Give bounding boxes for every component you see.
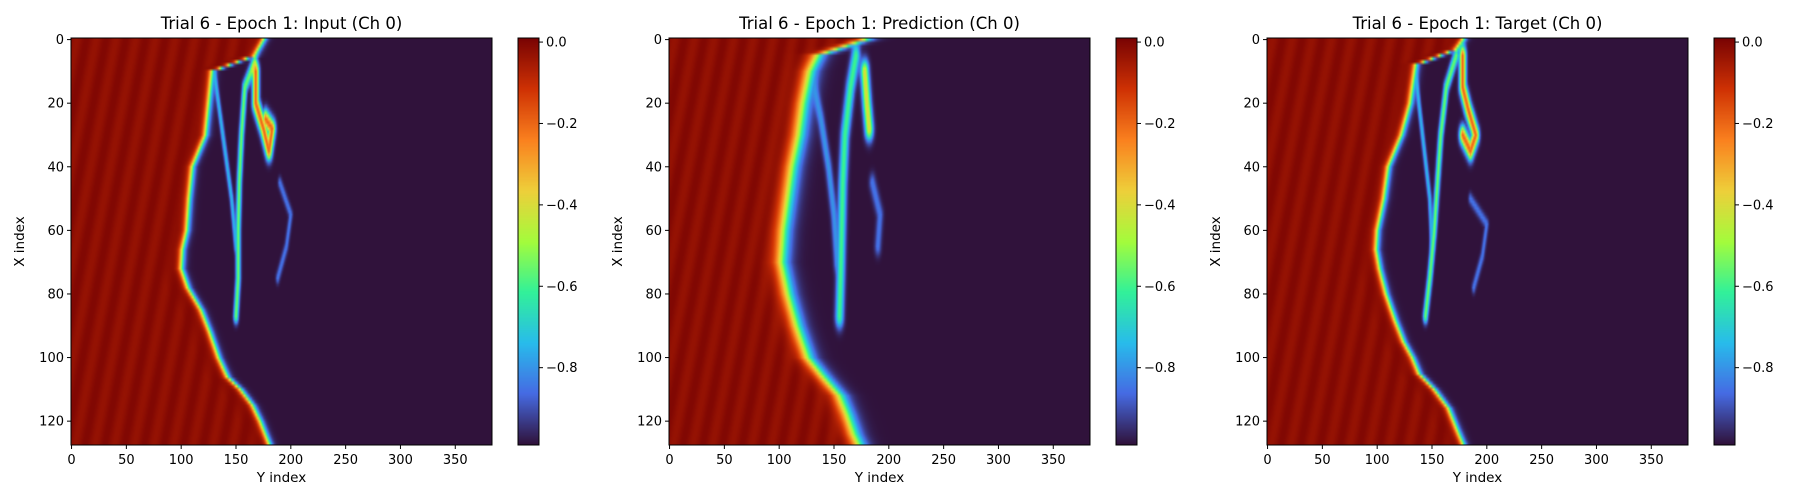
x-tick-label: 350 [1041, 453, 1066, 468]
x-tick-label: 50 [1314, 453, 1331, 468]
y-axis-label: X index [1208, 216, 1224, 266]
y-tick-label: 40 [645, 160, 662, 175]
x-tick-label: 0 [665, 453, 673, 468]
y-tick-label: 100 [39, 351, 64, 366]
x-tick-label: 350 [1639, 453, 1664, 468]
x-tick-label: 100 [767, 453, 792, 468]
colorbar-tick-label: −0.4 [1144, 198, 1176, 213]
x-tick-label: 300 [388, 453, 413, 468]
chart-title: Trial 6 - Epoch 1: Input (Ch 0) [160, 14, 403, 33]
colorbar-tick-label: −0.2 [1742, 117, 1774, 132]
x-tick-label: 200 [876, 453, 901, 468]
x-tick-label: 50 [716, 453, 733, 468]
colorbar-tick-label: −0.2 [546, 117, 578, 132]
x-tick-label: 150 [822, 453, 847, 468]
x-tick-label: 300 [986, 453, 1011, 468]
colorbar-tick-label: −0.4 [546, 198, 578, 213]
colorbar-tick-label: −0.4 [1742, 198, 1774, 213]
colorbar-gradient [1714, 38, 1735, 445]
x-axis-label: Y index [1452, 470, 1502, 486]
heatmap-image [669, 38, 1090, 445]
y-tick-label: 80 [645, 287, 662, 302]
x-axis-label: Y index [854, 470, 904, 486]
colorbar-frame [1115, 37, 1138, 446]
y-tick-label: 40 [47, 160, 64, 175]
y-axis-label: X index [12, 216, 28, 266]
chart-panel-0: Trial 6 - Epoch 1: Input (Ch 0) 0 50 100 150… [12, 14, 578, 486]
plot-frame [1266, 37, 1689, 446]
y-tick-label: 40 [1243, 160, 1260, 175]
chart-panel-1: Trial 6 - Epoch 1: Prediction (Ch 0) 0 50 1… [610, 14, 1176, 486]
y-axis-label: X index [610, 216, 626, 266]
colorbar-tick-label: −0.8 [1144, 361, 1176, 376]
y-tick-label: 120 [1235, 415, 1260, 430]
x-tick-label: 250 [931, 453, 956, 468]
y-tick-label: 120 [637, 415, 662, 430]
colorbar-tick-label: −0.2 [1144, 117, 1176, 132]
chart-title: Trial 6 - Epoch 1: Prediction (Ch 0) [738, 14, 1020, 33]
chart-title: Trial 6 - Epoch 1: Target (Ch 0) [1352, 14, 1603, 33]
colorbar-gradient [1116, 38, 1137, 445]
colorbar-frame [1713, 37, 1736, 446]
y-tick-label: 60 [1243, 224, 1260, 239]
x-tick-label: 300 [1584, 453, 1609, 468]
colorbar-tick-label: 0.0 [1742, 36, 1763, 51]
colorbar-tick-label: 0.0 [1144, 36, 1165, 51]
plot-frame [70, 37, 493, 446]
x-tick-label: 100 [169, 453, 194, 468]
y-tick-label: 0 [56, 33, 64, 48]
colorbar-tick-label: −0.8 [546, 361, 578, 376]
y-tick-label: 120 [39, 415, 64, 430]
x-tick-label: 200 [278, 453, 303, 468]
colorbar-gradient [518, 38, 539, 445]
heatmap-image [1267, 38, 1688, 445]
y-tick-label: 100 [1235, 351, 1260, 366]
y-tick-label: 20 [645, 97, 662, 112]
colorbar-frame [517, 37, 540, 446]
colorbar-tick-label: −0.6 [1742, 280, 1774, 295]
y-tick-label: 60 [47, 224, 64, 239]
y-tick-label: 60 [645, 224, 662, 239]
x-tick-label: 50 [118, 453, 135, 468]
y-tick-label: 80 [47, 287, 64, 302]
y-tick-label: 0 [654, 33, 662, 48]
heatmap-image [71, 38, 492, 445]
y-tick-label: 20 [47, 97, 64, 112]
x-tick-label: 150 [1420, 453, 1445, 468]
x-axis-label: Y index [256, 470, 306, 486]
x-tick-label: 150 [224, 453, 249, 468]
x-tick-label: 250 [1529, 453, 1554, 468]
x-tick-label: 100 [1365, 453, 1390, 468]
y-tick-label: 0 [1252, 33, 1260, 48]
colorbar-tick-label: −0.6 [546, 280, 578, 295]
x-tick-label: 0 [67, 453, 75, 468]
plot-frame [668, 37, 1091, 446]
y-tick-label: 80 [1243, 287, 1260, 302]
chart-panel-2: Trial 6 - Epoch 1: Target (Ch 0) 0 50 100 15… [1208, 14, 1774, 486]
colorbar-tick-label: −0.8 [1742, 361, 1774, 376]
colorbar-tick-label: −0.6 [1144, 280, 1176, 295]
y-tick-label: 20 [1243, 97, 1260, 112]
x-tick-label: 0 [1263, 453, 1271, 468]
x-tick-label: 200 [1474, 453, 1499, 468]
y-tick-label: 100 [637, 351, 662, 366]
x-tick-label: 250 [333, 453, 358, 468]
colorbar-tick-label: 0.0 [546, 36, 567, 51]
x-tick-label: 350 [443, 453, 468, 468]
